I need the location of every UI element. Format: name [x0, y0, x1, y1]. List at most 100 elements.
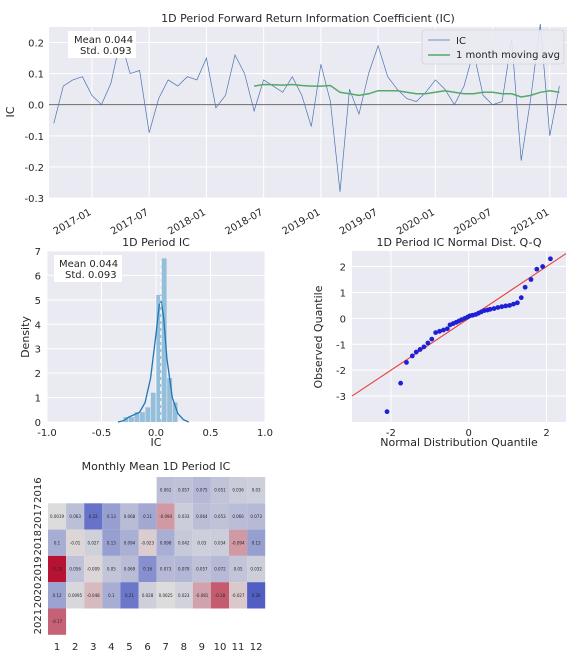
- hist-bar: [145, 407, 151, 422]
- heatmap-cell: [84, 582, 103, 609]
- heatmap-col-label: 7: [162, 642, 168, 653]
- hist-bar: [156, 294, 162, 422]
- heatmap-cell: [192, 582, 211, 609]
- heatmap-cell: [174, 529, 193, 556]
- heatmap-col-label: 5: [126, 642, 132, 653]
- heatmap-row-label: 2018: [33, 530, 44, 555]
- heatmap-cell-value: 0.13: [107, 514, 116, 519]
- qq-y-tick: -3: [336, 392, 346, 403]
- hist-x-tick: 0.5: [203, 428, 219, 439]
- heatmap-cell: [48, 582, 67, 609]
- heatmap-cell-value: 0.11: [143, 514, 152, 519]
- hist-x-tick: 1.0: [257, 428, 273, 439]
- hist-chart-title: 1D Period IC: [122, 236, 190, 249]
- hist-mean-label: Mean 0.044: [59, 259, 118, 270]
- hist-stats-box: [54, 255, 122, 282]
- heatmap-cell-value: -0.17: [52, 619, 63, 624]
- ic-x-tick: 2020-07: [452, 207, 494, 237]
- heatmap-cell: [120, 582, 139, 609]
- ic-x-tick: 2017-01: [52, 207, 94, 237]
- ic-chart-title: 1D Period Forward Return Information Coe…: [161, 12, 455, 25]
- heatmap-cell: [247, 477, 266, 504]
- heatmap-cell-value: -0.18: [215, 593, 226, 598]
- heatmap-cell-value: 0.22: [89, 514, 98, 519]
- heatmap-cell-value: 0.053: [214, 514, 226, 519]
- ic-x-tick-labels: 2017-01 2017-07 2018-01 2018-07 2019-01 2019-…: [52, 207, 552, 237]
- ic-y-tick: -0.1: [24, 132, 44, 143]
- heatmap-cell-value: 0.033: [178, 514, 190, 519]
- heatmap-cell-value: 0.0025: [159, 593, 173, 598]
- heatmap-cell-value: 0.13: [252, 540, 261, 545]
- hist-y-axis-label: Density: [19, 316, 32, 358]
- heatmap-cell-value: -0.094: [232, 540, 245, 545]
- heatmap-cell: [102, 503, 121, 530]
- heatmap-cell-value: -0.094: [159, 514, 172, 519]
- heatmap-cell: [156, 477, 175, 504]
- qq-point: [511, 301, 516, 307]
- heatmap-row-label: 2021: [33, 609, 44, 634]
- hist-y-tick: 7: [35, 247, 41, 258]
- heatmap-cell-value: 0.098: [160, 540, 172, 545]
- ic-y-tick: 0.1: [28, 70, 44, 81]
- ic-x-tick: 2018-01: [166, 207, 208, 237]
- heatmap-row-label: 2019: [33, 556, 44, 581]
- heatmap-cell: [174, 582, 193, 609]
- heatmap-cell: [229, 503, 248, 530]
- hist-x-tick: -1.0: [37, 428, 57, 439]
- heatmap-cell: [66, 555, 85, 583]
- heatmap-row-label: 2020: [33, 583, 44, 608]
- ic-y-tick: -0.3: [24, 194, 44, 205]
- ic-mean-label: Mean 0.044: [74, 35, 133, 46]
- hist-kde-line: [117, 300, 189, 423]
- heatmap-cell: [156, 582, 175, 609]
- heatmap-cell-value: 0.056: [69, 567, 81, 572]
- qq-point: [518, 295, 524, 301]
- ic-std-label: Std. 0.093: [80, 46, 132, 57]
- ic-gridlines: [49, 27, 567, 199]
- qq-point: [429, 336, 435, 342]
- heatmap-cell-value: 0.0095: [68, 593, 82, 598]
- qq-point: [548, 256, 553, 262]
- heatmap-cell-value: 0.068: [124, 514, 136, 519]
- heatmap-cell: [229, 477, 248, 504]
- qq-point: [491, 306, 497, 311]
- hist-bar: [161, 258, 167, 422]
- heatmap-cell: [138, 555, 157, 583]
- hist-y-tick: 6: [35, 271, 41, 282]
- heatmap-cell-value: 0.051: [214, 488, 226, 493]
- heatmap-cell: [192, 529, 211, 556]
- heatmap-cell-value: 0.069: [124, 567, 136, 572]
- qq-point: [540, 264, 546, 269]
- heatmap-col-label: 12: [250, 642, 263, 653]
- heatmap-cell-value: -0.28: [52, 567, 63, 572]
- heatmap-cell-value: 0.05: [107, 567, 116, 572]
- qq-point: [437, 328, 442, 334]
- ic-x-tick: 2017-07: [109, 207, 151, 237]
- heatmap-cell: [48, 503, 67, 530]
- heatmap-cell-value: 0.062: [160, 488, 172, 493]
- qq-y-tick: 0: [340, 314, 346, 325]
- heatmap-cell: [102, 582, 121, 609]
- heatmap-cell: [247, 582, 266, 609]
- ic-y-axis-label: IC: [4, 106, 17, 117]
- qq-x-tick: 0: [466, 428, 472, 439]
- qq-point: [507, 303, 512, 308]
- monthly-ic-heatmap: 0.062 0.057 0.075 0.051 0.036 0.030.0019 0.063…: [33, 460, 266, 653]
- ic-x-tick: 2021-01: [510, 207, 552, 237]
- qq-x-axis-label: Normal Distribution Quantile: [380, 436, 538, 449]
- qq-point: [413, 349, 419, 355]
- qq-point: [534, 266, 540, 272]
- qq-y-tick-labels: 2 1 0 -1 -2 -3: [336, 263, 346, 404]
- heatmap-cell-value: 0.26: [252, 593, 261, 598]
- hist-bar: [150, 392, 156, 422]
- heatmap-cell-value: 0.072: [214, 567, 226, 572]
- ic-timeseries-chart: 0.2 0.1 0.0 -0.1 -0.2 -0.3 2017-01 2017-07 2018…: [4, 12, 567, 237]
- ic-y-tick: 0.2: [28, 39, 44, 50]
- hist-y-tick: 2: [35, 369, 41, 380]
- heatmap-cell: [229, 555, 248, 583]
- hist-y-tick: 1: [35, 394, 41, 405]
- qq-x-tick-labels: -2 0 2: [386, 428, 550, 439]
- heatmap-cell-value: 0.1: [54, 540, 61, 545]
- heatmap-cell-value: 0.027: [88, 540, 100, 545]
- heatmap-cell: [210, 529, 229, 556]
